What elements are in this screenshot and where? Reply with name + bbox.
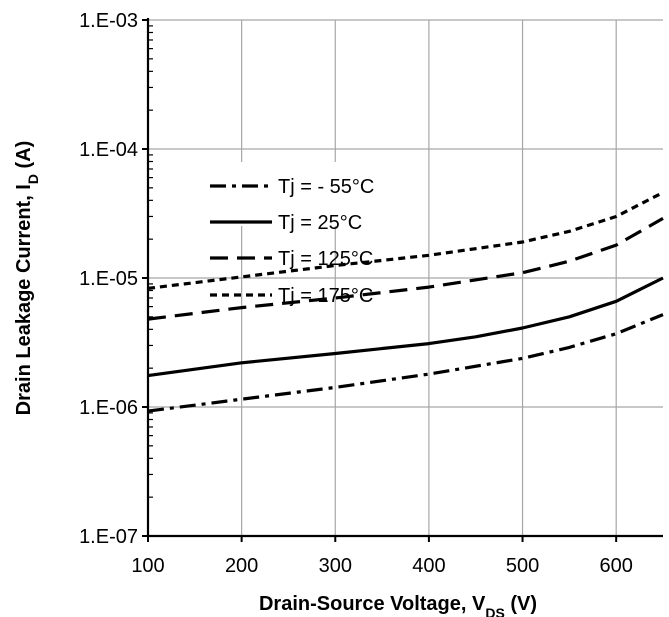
- x-tick-label: 500: [506, 555, 539, 577]
- legend-label-3: Tj = 175°C: [278, 285, 373, 307]
- series-line-0: [147, 313, 664, 413]
- y-tick-label: 1.E-07: [79, 526, 138, 548]
- x-tick-label: 300: [319, 555, 352, 577]
- y-axis-title: Drain Leakage Current, ID (A): [13, 141, 41, 416]
- series-layer: [147, 191, 664, 413]
- x-axis-title: Drain-Source Voltage, VDS (V): [259, 593, 537, 617]
- legend-label-1: Tj = 25°C: [278, 212, 362, 234]
- y-axis-title-main: Drain Leakage Current, I: [13, 184, 35, 415]
- y-tick-label: 1.E-06: [79, 397, 138, 419]
- series-line-3: [147, 191, 664, 290]
- x-axis-title-unit: (V): [505, 593, 537, 615]
- series-line-1: [147, 276, 664, 378]
- y-axis-title-sub: D: [25, 174, 41, 184]
- y-tick-label: 1.E-03: [79, 10, 138, 32]
- x-tick-label: 600: [599, 555, 632, 577]
- y-ticks: 1.E-07 1.E-06 1.E-05 1.E-04 1.E-03: [79, 10, 148, 548]
- y-axis-title-unit: (A): [13, 141, 35, 174]
- x-axis-title-sub: DS: [485, 605, 504, 617]
- axes: [146, 18, 663, 538]
- x-ticks: 100 200 300 400 500 600: [131, 536, 633, 577]
- legend-mask: [196, 162, 416, 226]
- legend: Tj = - 55°C Tj = 25°C Tj = 125°C Tj = 17…: [196, 162, 416, 307]
- x-tick-label: 100: [131, 555, 164, 577]
- y-tick-label: 1.E-04: [79, 139, 138, 161]
- x-tick-label: 200: [225, 555, 258, 577]
- x-tick-label: 400: [412, 555, 445, 577]
- y-tick-label: 1.E-05: [79, 268, 138, 290]
- legend-label-2: Tj = 125°C: [278, 248, 373, 270]
- legend-label-0: Tj = - 55°C: [278, 176, 374, 198]
- x-axis-title-main: Drain-Source Voltage, V: [259, 593, 486, 615]
- series-line-2: [147, 217, 664, 321]
